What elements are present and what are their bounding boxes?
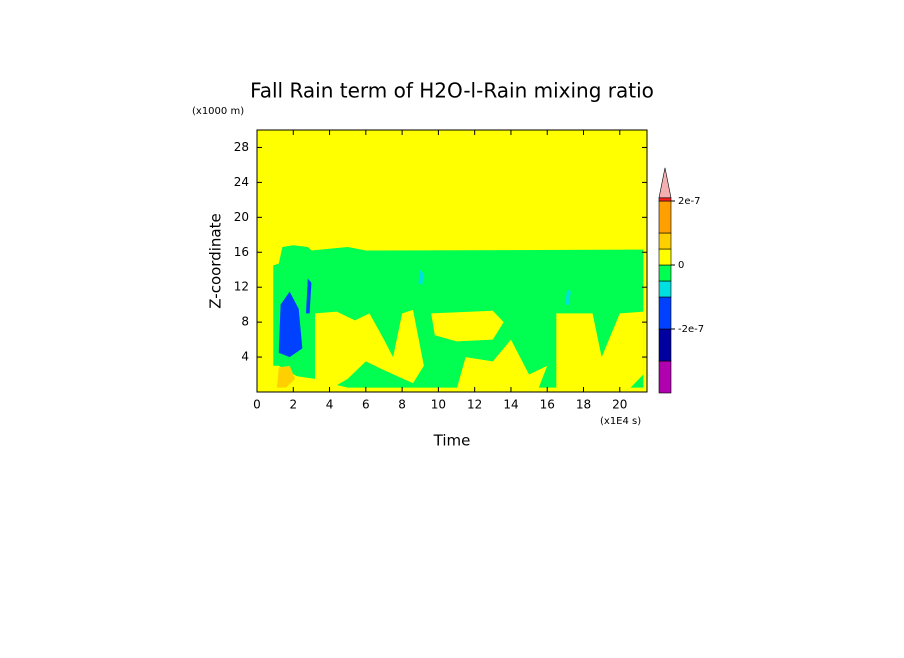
colorbar-tick-label: 0: [678, 260, 684, 271]
x-tick-label: 12: [467, 398, 482, 412]
plot-frame: [256, 129, 648, 393]
contour-region: [276, 365, 296, 388]
colorbar-swatch: [658, 264, 672, 282]
y-tick-label: 12: [234, 280, 249, 294]
x-tick-label: 20: [612, 398, 627, 412]
x-tick-label: 6: [362, 398, 370, 412]
x-tick-label: 14: [503, 398, 518, 412]
x-unit: (x1E4 s): [600, 416, 641, 427]
x-tick-label: 8: [398, 398, 406, 412]
colorbar-swatch: [658, 197, 672, 202]
y-tick-label: 28: [234, 140, 249, 154]
x-axis-title: Time: [433, 432, 471, 450]
y-unit: (x1000 m): [192, 106, 244, 117]
colorbar-swatch: [658, 328, 672, 362]
y-tick-label: 4: [241, 350, 249, 364]
x-tick-label: 2: [289, 398, 297, 412]
y-tick-label: 20: [234, 210, 249, 224]
contour-region: [305, 278, 312, 314]
colorbar-extension: [658, 167, 672, 199]
colorbar-swatch: [658, 296, 672, 330]
x-tick-label: 18: [576, 398, 591, 412]
x-tick-label: 16: [540, 398, 555, 412]
x-tick-label: 0: [253, 398, 261, 412]
colorbar-swatch: [658, 200, 672, 234]
contour-region: [315, 309, 424, 390]
colorbar-swatch: [658, 248, 672, 266]
y-tick-label: 16: [234, 245, 249, 259]
y-tick-label: 8: [241, 315, 249, 329]
contour-region: [456, 339, 548, 390]
contour-region: [565, 288, 571, 305]
colorbar-swatch: [658, 280, 672, 298]
colorbar-tick-label: -2e-7: [678, 324, 704, 335]
contour-region: [431, 310, 504, 342]
colorbar-swatch: [658, 232, 672, 250]
contour-region: [418, 269, 424, 286]
colorbar-tick-label: 2e-7: [678, 196, 701, 207]
y-axis-title: Z-coordinate: [207, 213, 225, 308]
x-tick-label: 4: [326, 398, 334, 412]
chart-title: Fall Rain term of H2O-l-Rain mixing rati…: [250, 79, 654, 103]
y-tick-label: 24: [234, 175, 249, 189]
contour-region: [556, 311, 644, 390]
x-tick-label: 10: [431, 398, 446, 412]
contour-region: [278, 291, 303, 358]
colorbar-swatch: [658, 360, 672, 394]
